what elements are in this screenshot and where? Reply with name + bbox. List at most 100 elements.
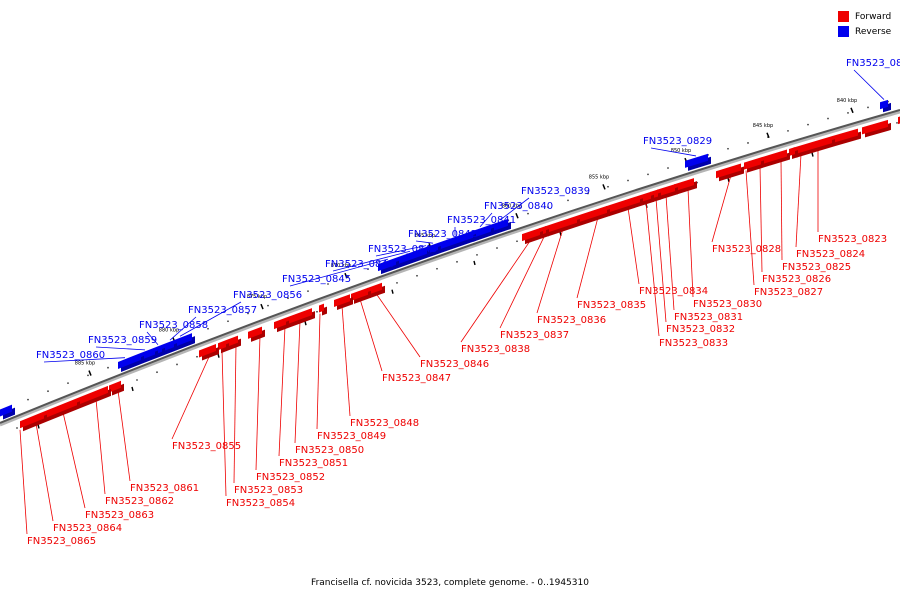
scale-ticks: 840 kbp 845 kbp 850 kbp 855 kbp 860 kbp 865 k… (37, 98, 857, 429)
gene-block-face (351, 287, 368, 301)
gene-label: FN3523_0838 (461, 344, 530, 355)
leader-line (536, 228, 564, 314)
gene-block-face (491, 218, 508, 232)
gene-label: FN3523_0861 (130, 483, 199, 494)
leader-line (375, 245, 427, 257)
forward-gene-block (199, 343, 219, 361)
forward-gene-block (577, 205, 610, 226)
forward-gene-block (77, 385, 111, 409)
gene-label: FN3523_0865 (27, 536, 96, 547)
leader-line (233, 344, 237, 484)
forward-gene-block (832, 128, 861, 147)
gene-label: FN3523_0846 (420, 359, 489, 370)
reverse-gene-block (438, 230, 476, 253)
gene-label: FN3523_0841 (447, 215, 516, 226)
scale-dot (547, 206, 549, 209)
leader-line (221, 350, 227, 497)
gene-label: FN3523_0862 (105, 496, 174, 507)
leader-line (62, 412, 86, 509)
kbp-tick-mark (88, 370, 92, 376)
leader-line (645, 201, 660, 337)
gene-block-face (378, 257, 396, 272)
gene-label: FN3523_0823 (818, 234, 887, 245)
gene-block-face (744, 157, 761, 170)
gene-block-face (577, 205, 607, 223)
gene-label: FN3523_0853 (234, 485, 303, 496)
scale-dot (196, 355, 198, 358)
scale-dot (367, 268, 369, 271)
gene-block-face (174, 333, 192, 348)
forward-gene-block (606, 195, 643, 217)
leader-line (146, 331, 159, 346)
leader-line (650, 147, 697, 157)
gene-block-face (606, 195, 640, 214)
leader-line (289, 258, 389, 287)
kbp-tick-mark (602, 184, 606, 190)
forward-gene-block (862, 119, 891, 138)
legend-forward-label: Forward (855, 11, 892, 22)
genome-backbone (0, 109, 900, 424)
leader-line (576, 217, 599, 299)
gene-block-face (545, 215, 577, 234)
reverse-gene-block (378, 257, 399, 275)
genome-caption: Francisella cf. novicida 3523, complete … (311, 578, 589, 588)
scale-dot (247, 312, 249, 315)
forward-gene-block (351, 287, 371, 304)
gene-label: FN3523_0832 (666, 324, 735, 335)
reverse-gene-block (396, 246, 430, 268)
gene-block-face (793, 136, 832, 155)
scale-dot (787, 129, 789, 132)
leader-line (35, 423, 54, 522)
kbp-tick-mark (515, 212, 519, 219)
minor-tick-mark (811, 152, 814, 157)
gene-label: FN3523_0830 (693, 299, 762, 310)
forward-gene-block (744, 157, 764, 173)
scale-dot (176, 363, 178, 366)
scale-dot (327, 283, 329, 285)
scale-dot (667, 167, 669, 169)
gene-label: FN3523_0858 (139, 320, 208, 331)
forward-gene-block (522, 228, 543, 245)
leader-line (780, 159, 783, 261)
gene-features (0, 99, 900, 432)
kbp-tick-label: 860 kbp (502, 203, 522, 209)
leader-line (711, 174, 732, 243)
gene-label: FN3523_0824 (796, 249, 865, 260)
scale-dot (16, 427, 18, 429)
legend-forward: Forward (838, 9, 900, 24)
gene-label: FN3523_0847 (382, 373, 451, 384)
gene-label: FN3523_0850 (295, 445, 364, 456)
gene-label: FN3523_0825 (782, 262, 851, 273)
gene-label: FN3523_0836 (537, 315, 606, 326)
gene-label: FN3523_0863 (85, 510, 154, 521)
gene-block-face (396, 246, 427, 265)
gene-label: FN3523_0851 (279, 458, 348, 469)
scale-dot (416, 274, 418, 277)
scale-dot (307, 290, 309, 292)
gene-label: FN3523_0844 (325, 259, 394, 270)
forward-swatch (838, 11, 849, 22)
gene-block-face (832, 128, 858, 144)
gene-block-face (674, 178, 694, 192)
minor-tick-mark (304, 320, 307, 326)
gene-block-face (118, 352, 141, 369)
leader-line (171, 354, 211, 440)
gene-label: FN3523_0855 (172, 441, 241, 452)
scale-dot (727, 147, 729, 150)
reverse-gene-block (880, 99, 891, 113)
forward-gene-block (44, 398, 80, 422)
leader-line (460, 239, 532, 343)
scale-dot (867, 106, 869, 109)
scale-dot (107, 366, 109, 369)
scale-dot (396, 281, 398, 284)
minor-tick-mark (131, 386, 134, 392)
forward-gene-block (319, 303, 327, 316)
leader-line (95, 346, 146, 351)
gene-label: FN3523_0854 (226, 498, 295, 509)
kbp-tick-label: 885 kbp (75, 361, 95, 367)
gene-block-face (880, 99, 888, 110)
gene-label: FN3523_0849 (317, 431, 386, 442)
gene-block-shade (643, 194, 654, 206)
scale-dot (156, 371, 158, 374)
leader-line (499, 234, 546, 329)
